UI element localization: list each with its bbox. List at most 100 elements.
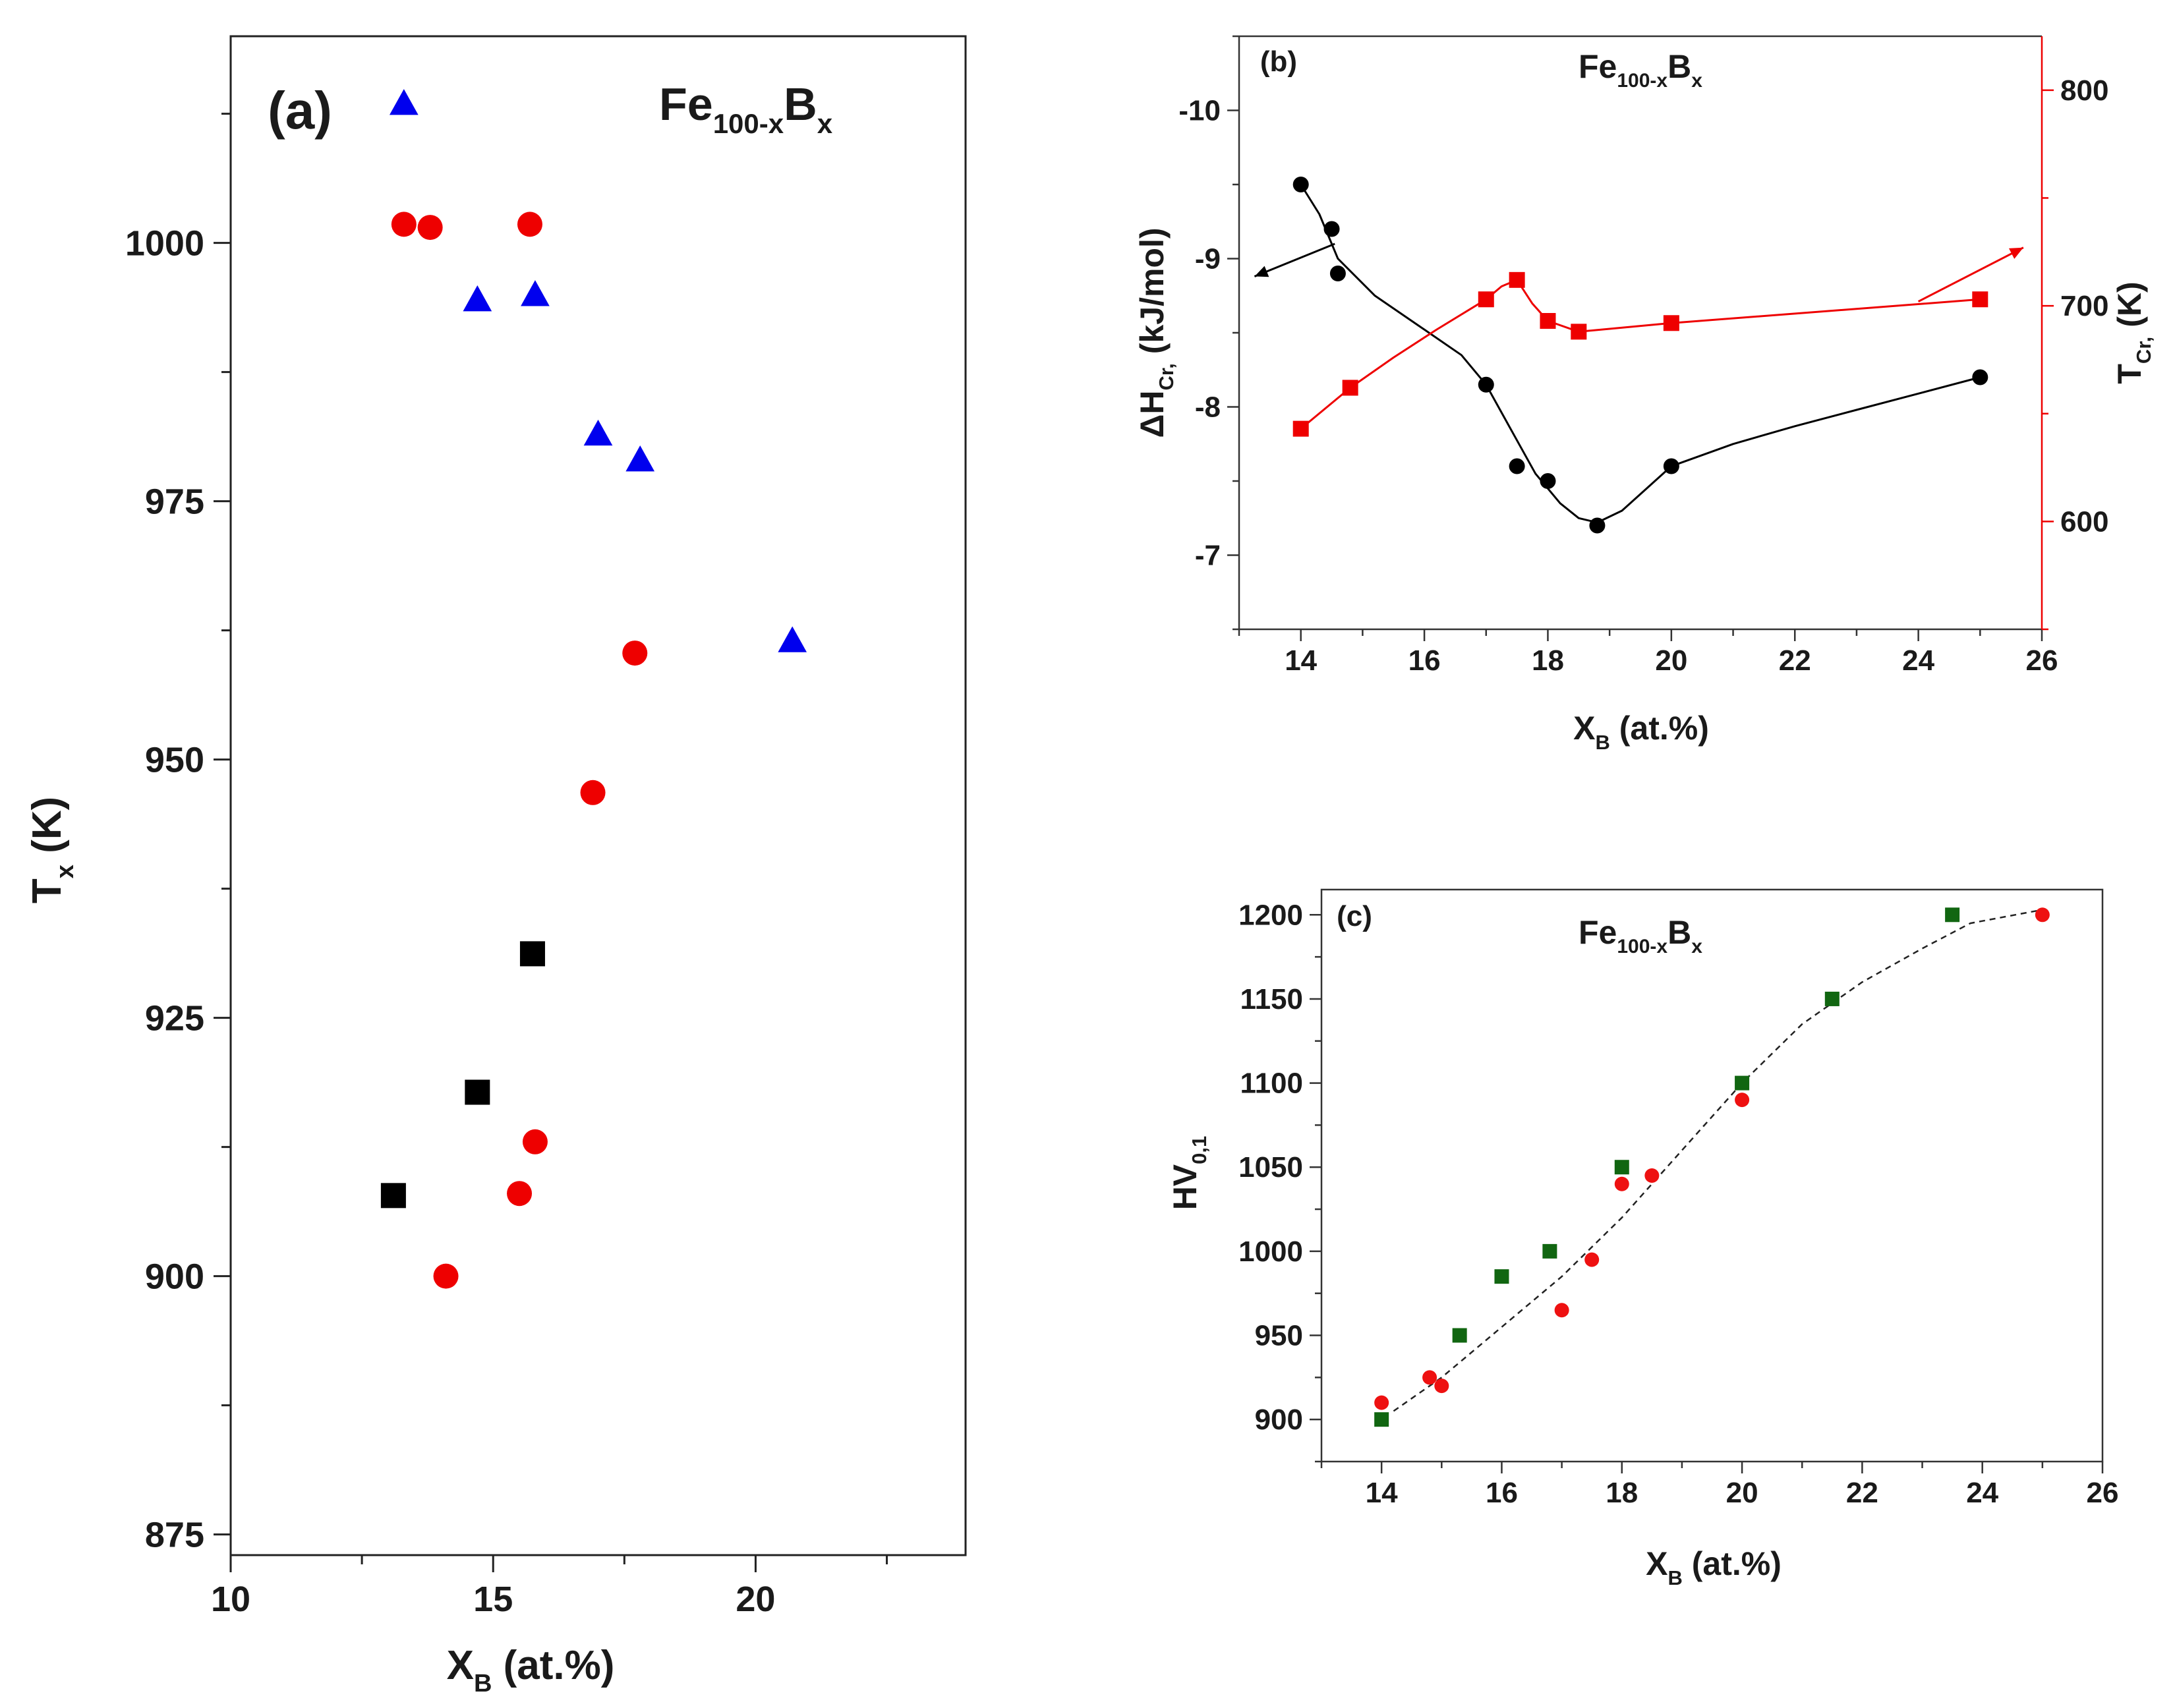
- arrow-head: [1254, 266, 1269, 277]
- data-point: [507, 1181, 533, 1207]
- y-tick-label-left: -10: [1178, 95, 1221, 127]
- data-point: [522, 1129, 548, 1154]
- data-point: [391, 212, 417, 237]
- data-point: [1972, 291, 1988, 308]
- panel-a: 10 15 20 875 900 925 950 975 1000 XB (at.%) Tx (K)…: [24, 35, 967, 1697]
- data-point: [1494, 1269, 1509, 1284]
- x-tick-label: 16: [1486, 1477, 1518, 1509]
- y-axis-label: HV0,1: [1167, 1136, 1211, 1210]
- arrow-line: [1917, 246, 2024, 302]
- y-tick-label-right: 600: [2060, 505, 2108, 538]
- y-tick-label: 925: [145, 999, 204, 1039]
- x-tick-label: 14: [1285, 644, 1317, 677]
- x-axis-label: XB (at.%): [1573, 710, 1709, 754]
- y-tick-label-right: 700: [2060, 290, 2108, 322]
- data-point: [1972, 369, 1988, 385]
- compound-label: Fe100-xBx: [1579, 48, 1702, 92]
- data-point: [1663, 315, 1679, 331]
- x-tick-label: 20: [1655, 644, 1687, 677]
- x-tick-label: 22: [1846, 1477, 1878, 1509]
- data-point: [1571, 324, 1587, 340]
- series: [389, 89, 807, 652]
- panel-b: 14 16 18 20 22 24 26 -7 -8 -9 -10 600 700 800 XB (at.%…: [1134, 35, 2155, 754]
- data-point: [380, 1183, 406, 1209]
- y-tick-label: 875: [145, 1516, 204, 1555]
- y-tick-label: 950: [1255, 1320, 1303, 1352]
- y-axis-label: Tx (K): [24, 797, 79, 903]
- data-point: [1478, 291, 1494, 308]
- x-tick-label: 24: [1902, 644, 1934, 677]
- y-tick-label: 900: [1255, 1404, 1303, 1436]
- panel-label: (c): [1337, 900, 1372, 932]
- data-point: [1614, 1160, 1629, 1175]
- y-tick-label-left: -9: [1195, 243, 1221, 275]
- x-tick-label: 20: [1726, 1477, 1758, 1509]
- x-tick-label: 20: [736, 1580, 775, 1619]
- data-point: [1614, 1176, 1629, 1191]
- data-point: [1584, 1252, 1600, 1267]
- y-tick-label: 1100: [1240, 1068, 1303, 1100]
- arrow-line: [1254, 242, 1335, 277]
- data-point: [1292, 420, 1309, 437]
- x-axis-label: XB (at.%): [447, 1643, 615, 1697]
- y-tick-label: 1200: [1238, 899, 1303, 931]
- data-point: [1434, 1379, 1449, 1394]
- x-tick-label: 18: [1606, 1477, 1638, 1509]
- x-tick-label: 24: [1966, 1477, 1998, 1509]
- y-tick-label-right: 800: [2060, 74, 2108, 107]
- x-tick-label: 26: [2026, 644, 2058, 677]
- y-axis-label-right: TCr, (K): [2111, 281, 2155, 384]
- data-point: [1323, 221, 1340, 237]
- data-point: [1509, 458, 1525, 474]
- data-point: [519, 941, 545, 967]
- data-point: [1374, 1395, 1389, 1410]
- y-tick-label: 1150: [1240, 983, 1303, 1015]
- data-point: [517, 212, 542, 237]
- x-tick-label: 10: [211, 1580, 250, 1619]
- data-point: [463, 285, 492, 312]
- series: [1292, 177, 1988, 534]
- series-line: [1300, 279, 1981, 430]
- data-point: [1478, 376, 1494, 393]
- trend-line: [1393, 909, 2043, 1412]
- x-tick-label: 16: [1408, 644, 1441, 677]
- data-point: [1589, 517, 1606, 534]
- data-point: [1422, 1370, 1437, 1385]
- data-point: [1540, 313, 1556, 329]
- y-tick-label-left: -7: [1195, 540, 1221, 572]
- data-point: [1542, 1243, 1557, 1259]
- data-point: [1945, 907, 1960, 923]
- data-point: [465, 1079, 490, 1105]
- data-point: [778, 626, 807, 652]
- data-point: [1452, 1328, 1467, 1343]
- x-axis-label: XB (at.%): [1646, 1545, 1782, 1589]
- data-point: [2035, 907, 2050, 923]
- series: [380, 941, 545, 1209]
- data-point: [1644, 1168, 1660, 1183]
- data-point: [622, 640, 648, 666]
- x-tick-label: 15: [473, 1580, 513, 1619]
- series: [391, 212, 648, 1289]
- data-point: [625, 445, 655, 472]
- y-tick-label: 975: [145, 482, 204, 522]
- arrow-head: [2008, 247, 2023, 259]
- y-tick-label-left: -8: [1195, 391, 1221, 424]
- data-point: [433, 1263, 459, 1289]
- panel-c: 14 16 18 20 22 24 26 900 950 1000 1050 1100 1150 1200…: [1167, 888, 2119, 1589]
- plot-frame: [229, 35, 967, 1556]
- data-point: [389, 89, 419, 115]
- x-tick-label: 26: [2087, 1477, 2119, 1509]
- y-tick-label: 1000: [1238, 1236, 1303, 1268]
- compound-label: Fe100-xBx: [659, 78, 833, 139]
- data-point: [521, 280, 550, 306]
- data-point: [1554, 1303, 1569, 1318]
- y-tick-label: 950: [145, 741, 204, 780]
- y-tick-label: 1000: [125, 224, 204, 264]
- data-point: [1540, 473, 1556, 489]
- y-tick-label: 900: [145, 1257, 204, 1297]
- data-point: [1663, 458, 1679, 474]
- panel-label: (b): [1260, 45, 1297, 78]
- x-tick-label: 18: [1532, 644, 1564, 677]
- data-point: [1329, 266, 1346, 281]
- series: [1292, 271, 1988, 437]
